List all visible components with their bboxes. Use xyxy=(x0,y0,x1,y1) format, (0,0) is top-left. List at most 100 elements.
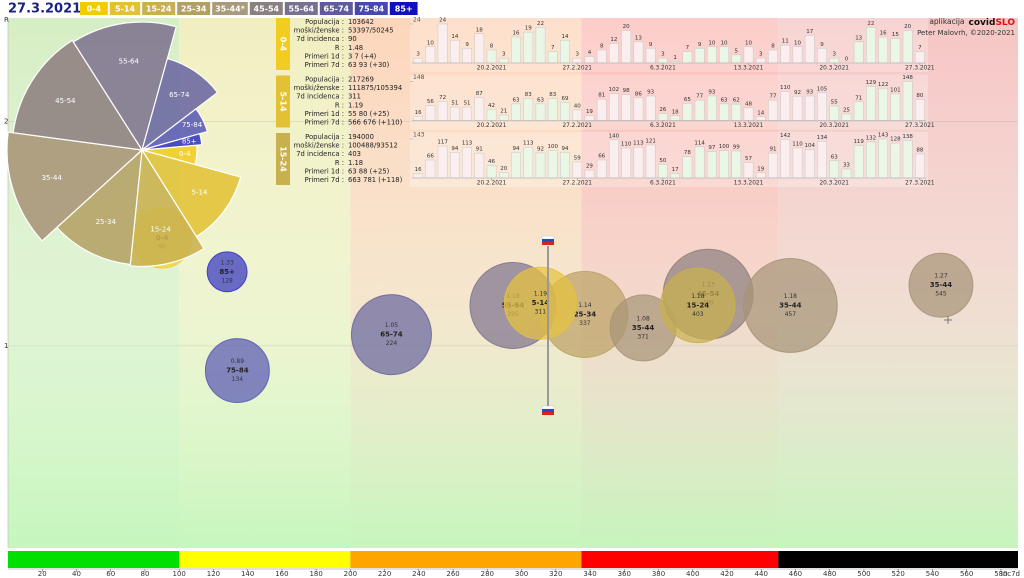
legend-swatch[interactable] xyxy=(212,2,248,15)
panel-bar-label: 8 xyxy=(771,44,775,50)
flag-bottom[interactable] xyxy=(541,405,555,415)
panel-bar xyxy=(486,49,497,64)
panel-bar-label: 80 xyxy=(916,93,923,99)
panel-bar xyxy=(768,49,778,64)
legend-swatch[interactable] xyxy=(80,2,108,15)
polar-sector[interactable] xyxy=(140,57,219,152)
bubble[interactable] xyxy=(204,338,270,404)
panel-bar xyxy=(462,146,472,179)
panel-bar xyxy=(596,49,607,64)
legend-swatch[interactable] xyxy=(389,2,418,15)
legend-swatch[interactable] xyxy=(177,2,211,15)
legend-label[interactable]: 35-44* xyxy=(215,5,246,14)
bubble[interactable] xyxy=(660,267,736,344)
legend-label[interactable]: 75-84 xyxy=(359,5,385,14)
legend-button[interactable]: 75-84 xyxy=(354,2,388,15)
panel-title: 5-14 xyxy=(279,91,288,111)
legend-button[interactable]: 55-64 xyxy=(284,2,318,15)
x-axis-label: Inc7d xyxy=(1001,570,1020,578)
polar-sector[interactable] xyxy=(56,148,143,266)
bubble-group[interactable]: 1.33 85+128 xyxy=(206,251,248,293)
bubble-group[interactable]: 1.195-14 311 xyxy=(503,266,577,340)
bubble-incidence: 545 xyxy=(935,291,947,298)
panel-bar xyxy=(449,40,460,64)
legend-label[interactable]: 65-74 xyxy=(324,5,350,14)
panel-bar-label: 24 xyxy=(439,18,446,24)
legend-button[interactable]: 15-24 xyxy=(142,2,176,15)
polar-sector[interactable] xyxy=(141,108,209,151)
legend-button[interactable]: 5-14 xyxy=(109,2,141,15)
panel-bar-label: 113 xyxy=(523,141,534,147)
panel-bar xyxy=(804,149,815,179)
legend-label[interactable]: 85+ xyxy=(395,5,413,14)
header: 27.3.2021 0-4 5-14 15-24 25-34 35-44* 45-54 55… xyxy=(0,0,1024,17)
panel-bar xyxy=(425,159,436,179)
panel-bar-label: 20 xyxy=(500,166,507,172)
panel-bar xyxy=(915,99,925,121)
panel-bar xyxy=(902,81,913,121)
x-tick-label: 220 xyxy=(378,570,391,578)
legend-label[interactable]: 25-34 xyxy=(181,5,207,14)
panel-bar xyxy=(596,98,607,121)
panel-bar-label: 42 xyxy=(488,103,495,109)
panel-bar-label: 3 xyxy=(575,52,579,58)
polar-sector[interactable] xyxy=(141,132,203,151)
panel-bar-label: 65 xyxy=(684,97,691,103)
legend-label[interactable]: 55-64 xyxy=(289,5,315,14)
panel-x-tick-label: 20.3.2021 xyxy=(819,181,849,187)
panel-bar-label: 9 xyxy=(465,42,469,48)
polar-sector[interactable] xyxy=(12,39,144,151)
panel-bar-label: 9 xyxy=(649,42,653,48)
bubble[interactable] xyxy=(503,266,577,340)
bubble[interactable] xyxy=(742,258,838,353)
panel-x-tick-label: 13.3.2021 xyxy=(734,66,764,72)
legend-label[interactable]: 15-24 xyxy=(146,5,172,14)
panel-bar xyxy=(609,43,619,64)
polar-sector[interactable] xyxy=(140,149,242,238)
legend-swatch[interactable] xyxy=(319,2,353,15)
legend-button[interactable]: 25-34 xyxy=(177,2,211,15)
panel-bar xyxy=(437,145,448,179)
panel-bar xyxy=(498,172,509,179)
legend-swatch[interactable] xyxy=(249,2,283,15)
stat-label: moški/ženske : xyxy=(294,27,344,35)
panel-y-tick-label: 148 xyxy=(413,74,425,81)
bubble-name: 35-44 xyxy=(632,324,655,332)
bubble[interactable] xyxy=(908,252,974,318)
panel-bar xyxy=(890,38,901,64)
legend-button[interactable]: 45-54 xyxy=(249,2,283,15)
legend-label[interactable]: 5-14 xyxy=(115,5,135,14)
flag-top[interactable] xyxy=(541,235,555,245)
legend-button[interactable]: 85+ xyxy=(389,2,418,15)
panel-bar xyxy=(755,57,766,64)
panel-bar-label: 56 xyxy=(427,99,434,105)
bubble[interactable] xyxy=(206,251,248,293)
panel-bar-label: 92 xyxy=(537,146,544,152)
panel-bar-label: 132 xyxy=(866,136,877,142)
legend-swatch[interactable] xyxy=(284,2,318,15)
legend-swatch[interactable] xyxy=(142,2,176,15)
panel-bar xyxy=(498,57,509,64)
panel-bar xyxy=(486,165,497,179)
bubble-name: 15-24 xyxy=(687,301,710,309)
x-tick-label: 480 xyxy=(823,570,836,578)
polar-sector[interactable] xyxy=(129,148,205,267)
legend-swatch[interactable] xyxy=(354,2,388,15)
panel-bar xyxy=(474,97,485,121)
legend-label[interactable]: 0-4 xyxy=(87,5,102,14)
polar-sector[interactable] xyxy=(6,131,144,242)
legend-label[interactable]: 45-54 xyxy=(254,5,280,14)
panel-bar-label: 117 xyxy=(437,140,448,146)
legend-button[interactable]: 0-4 xyxy=(80,2,108,15)
legend-button[interactable]: 35-44* xyxy=(212,2,248,15)
bubble[interactable] xyxy=(350,294,432,376)
legend-swatch[interactable] xyxy=(109,2,141,15)
legend-button[interactable]: 65-74 xyxy=(319,2,353,15)
panel-bar xyxy=(829,160,840,179)
panel-bar-label: 66 xyxy=(427,154,434,160)
